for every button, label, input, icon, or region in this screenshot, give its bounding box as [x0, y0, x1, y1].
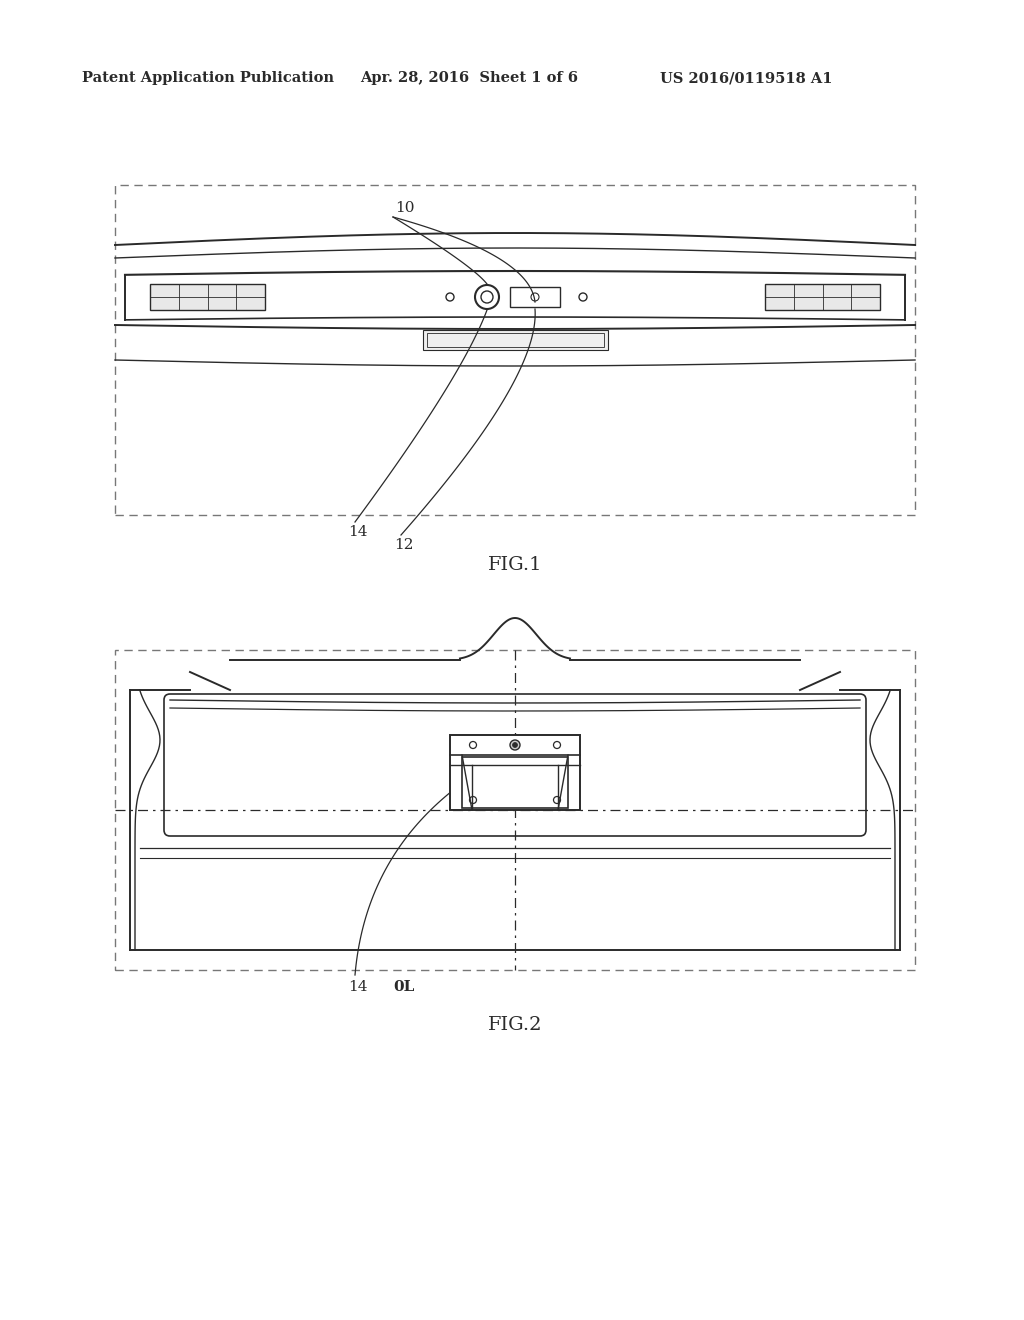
Bar [115, 649, 915, 970]
Bar [765, 284, 880, 310]
Bar [510, 286, 560, 308]
Bar [450, 735, 580, 810]
Text: 12: 12 [394, 539, 414, 552]
Bar [427, 333, 603, 347]
Bar [462, 756, 568, 808]
Text: Patent Application Publication: Patent Application Publication [82, 71, 334, 84]
Text: 10: 10 [395, 201, 415, 215]
Text: Apr. 28, 2016  Sheet 1 of 6: Apr. 28, 2016 Sheet 1 of 6 [360, 71, 578, 84]
Text: 0L: 0L [393, 979, 415, 994]
Bar [150, 284, 265, 310]
Text: US 2016/0119518 A1: US 2016/0119518 A1 [660, 71, 833, 84]
Circle shape [512, 742, 517, 747]
Bar [115, 185, 915, 515]
Text: 14: 14 [348, 525, 368, 539]
Text: 14: 14 [348, 979, 368, 994]
Text: FIG.2: FIG.2 [487, 1016, 543, 1034]
Bar [423, 330, 607, 350]
Circle shape [510, 741, 520, 750]
Text: FIG.1: FIG.1 [487, 556, 543, 574]
